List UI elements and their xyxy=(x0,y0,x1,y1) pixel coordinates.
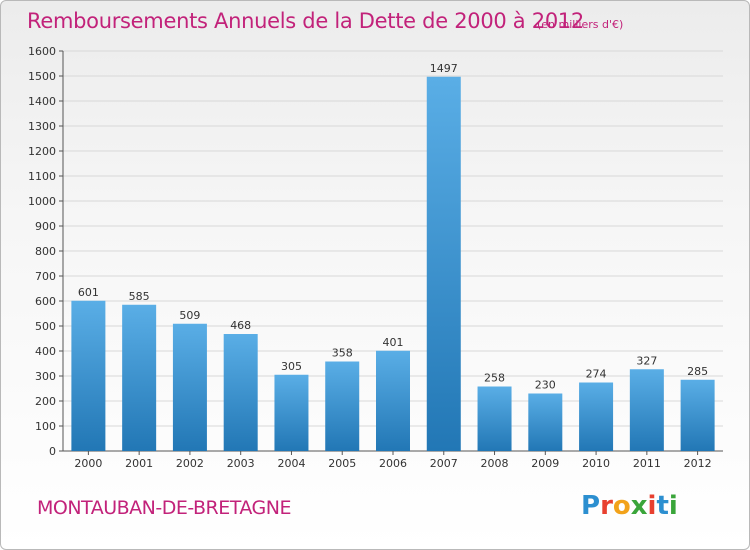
bar-value-label: 358 xyxy=(332,347,353,360)
x-tick-label: 2008 xyxy=(481,457,509,470)
y-tick-label: 1100 xyxy=(28,170,56,183)
bar xyxy=(122,304,157,451)
x-tick-label: 2000 xyxy=(74,457,102,470)
bar-value-label: 585 xyxy=(129,290,150,303)
x-tick-label: 2003 xyxy=(227,457,255,470)
x-tick-label: 2009 xyxy=(531,457,559,470)
x-tick-label: 2005 xyxy=(328,457,356,470)
bar xyxy=(172,323,207,451)
bar-value-label: 509 xyxy=(179,309,200,322)
y-tick-label: 600 xyxy=(35,295,56,308)
logo-letter: o xyxy=(612,491,631,521)
commune-name: MONTAUBAN-DE-BRETAGNE xyxy=(37,497,292,519)
bar xyxy=(680,379,715,451)
y-tick-label: 1000 xyxy=(28,195,56,208)
x-tick-label: 2010 xyxy=(582,457,610,470)
bar xyxy=(477,386,512,451)
x-tick-label: 2011 xyxy=(633,457,661,470)
bar xyxy=(579,382,614,451)
bar xyxy=(426,76,461,451)
bar xyxy=(325,361,360,451)
bar-value-label: 305 xyxy=(281,360,302,373)
logo-letter: x xyxy=(630,491,648,521)
y-tick-label: 1500 xyxy=(28,70,56,83)
y-tick-label: 900 xyxy=(35,220,56,233)
y-tick-label: 700 xyxy=(35,270,56,283)
bar-value-label: 468 xyxy=(230,319,251,332)
y-tick-label: 100 xyxy=(35,420,56,433)
bar-value-label: 258 xyxy=(484,372,505,385)
logo-letter: i xyxy=(668,491,678,521)
bar xyxy=(528,393,563,451)
y-tick-label: 1200 xyxy=(28,145,56,158)
unit-note: (en milliers d'€) xyxy=(537,18,624,31)
bar xyxy=(223,334,258,451)
y-tick-label: 0 xyxy=(49,445,56,458)
x-tick-label: 2007 xyxy=(430,457,458,470)
chart-title: Remboursements Annuels de la Dette de 20… xyxy=(27,9,584,33)
y-tick-label: 500 xyxy=(35,320,56,333)
bar-value-label: 230 xyxy=(535,379,556,392)
bar-value-label: 327 xyxy=(636,354,657,367)
bar xyxy=(376,350,410,451)
bar-value-label: 601 xyxy=(78,286,99,299)
bar-value-label: 401 xyxy=(383,336,404,349)
x-tick-label: 2001 xyxy=(125,457,153,470)
bar-value-label: 274 xyxy=(586,368,607,381)
bar-value-label: 1497 xyxy=(430,62,458,75)
bar xyxy=(71,300,106,451)
y-tick-label: 200 xyxy=(35,395,56,408)
logo-letter: i xyxy=(647,491,657,521)
logo-letter: P xyxy=(581,491,601,521)
logo-letter: r xyxy=(600,491,613,521)
x-tick-label: 2004 xyxy=(277,457,305,470)
logo-letter: t xyxy=(656,491,669,521)
y-tick-label: 1400 xyxy=(28,95,56,108)
y-tick-label: 800 xyxy=(35,245,56,258)
x-tick-label: 2002 xyxy=(176,457,204,470)
x-tick-label: 2012 xyxy=(684,457,712,470)
proxiti-logo[interactable]: Proxiti xyxy=(581,491,678,521)
bar xyxy=(629,369,664,451)
y-tick-label: 1300 xyxy=(28,120,56,133)
y-tick-label: 1600 xyxy=(28,45,56,58)
bar-value-label: 285 xyxy=(687,365,708,378)
y-tick-label: 400 xyxy=(35,345,56,358)
bar xyxy=(274,374,309,451)
x-tick-label: 2006 xyxy=(379,457,407,470)
y-tick-label: 300 xyxy=(35,370,56,383)
